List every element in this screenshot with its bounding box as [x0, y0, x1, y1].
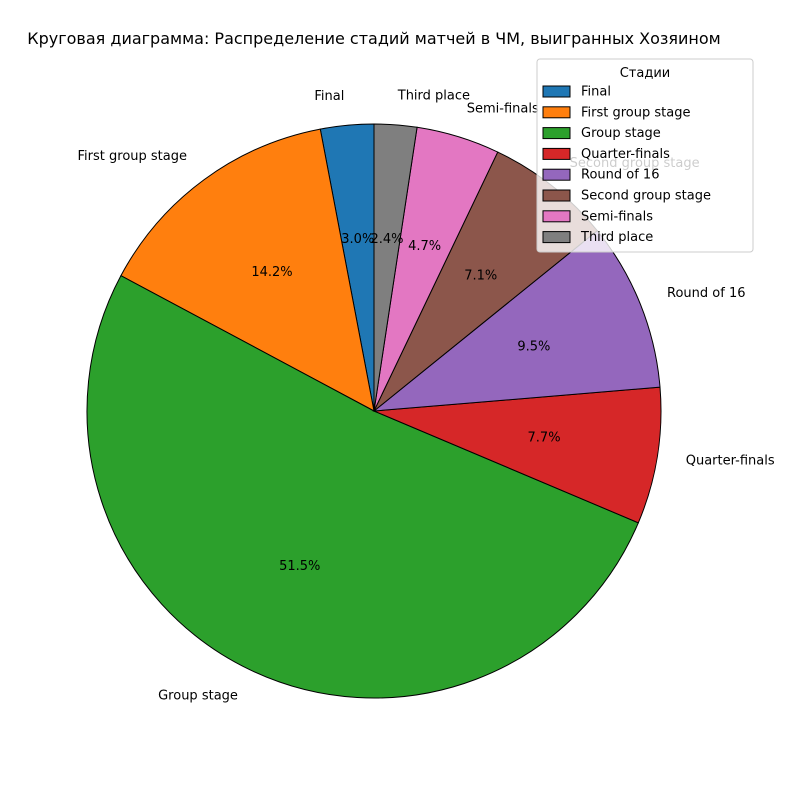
pie-slice-1	[120, 128, 375, 412]
pie-slices	[86, 123, 662, 699]
legend-items: Final First group stage Group stage Quarter…	[542, 85, 711, 245]
legend-label-6: Semi-finals	[581, 209, 653, 224]
legend-label-1: First group stage	[581, 105, 690, 120]
slice-label-4: Round of 16	[667, 286, 745, 301]
slice-label-2: Group stage	[158, 688, 238, 703]
pct-label-5: 7.1%	[464, 268, 497, 283]
pct-label-2: 51.5%	[279, 559, 320, 574]
legend-swatch-4	[542, 168, 571, 181]
slice-label-0: Final	[314, 89, 344, 104]
legend-swatch-3	[542, 147, 571, 160]
legend-label-0: Final	[581, 85, 611, 100]
legend-swatch-6	[542, 210, 571, 223]
legend-swatch-1	[542, 106, 571, 119]
pct-label-0: 3.0%	[341, 232, 374, 247]
pct-label-6: 4.7%	[408, 239, 441, 254]
legend-label-3: Quarter-finals	[581, 147, 670, 162]
pct-label-1: 14.2%	[251, 265, 292, 280]
legend-swatch-7	[542, 231, 571, 244]
pct-label-4: 9.5%	[517, 339, 550, 354]
slice-label-7: Third place	[397, 89, 470, 104]
slice-label-1: First group stage	[78, 149, 187, 164]
chart-title: Круговая диаграмма: Распределение стадий…	[27, 29, 721, 48]
pct-label-7: 2.4%	[370, 232, 403, 247]
legend-swatch-0	[542, 85, 571, 98]
pct-label-3: 7.7%	[528, 431, 561, 446]
legend: Стадии Final First group stage Group stage…	[536, 58, 754, 253]
slice-label-6: Semi-finals	[467, 102, 539, 117]
legend-label-4: Round of 16	[581, 168, 659, 183]
legend-label-7: Third place	[580, 230, 653, 245]
legend-label-2: Group stage	[581, 126, 661, 141]
pie-labels: Final 3.0% First group stage 14.2% Group sta…	[78, 89, 775, 704]
legend-label-5: Second group stage	[581, 189, 711, 204]
legend-swatch-2	[542, 127, 571, 140]
legend-swatch-5	[542, 189, 571, 202]
pie-slice-2	[86, 274, 639, 699]
legend-title: Стадии	[620, 66, 671, 81]
pie-slice-3	[373, 386, 662, 524]
legend-box	[536, 58, 754, 253]
pie-slice-7	[373, 123, 418, 412]
slice-label-3: Quarter-finals	[686, 453, 775, 468]
